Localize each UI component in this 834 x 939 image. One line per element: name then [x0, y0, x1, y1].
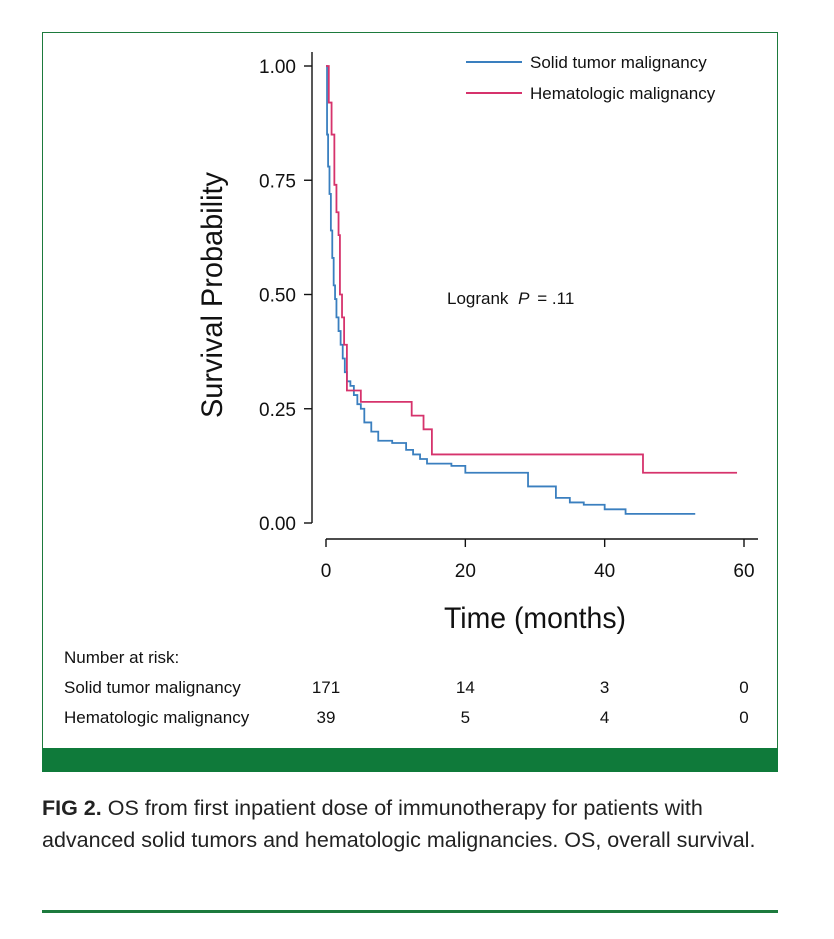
risk-value: 0: [739, 708, 749, 727]
x-tick-label: 20: [455, 561, 476, 582]
risk-value: 4: [599, 708, 610, 727]
x-tick-label: 0: [321, 561, 332, 582]
x-tick-label: 60: [733, 561, 754, 582]
legend-label: Solid tumor malignancy: [530, 53, 707, 72]
y-tick-label: 1.00: [259, 57, 296, 78]
y-tick-label: 0.75: [259, 171, 296, 192]
bottom-rule: [42, 910, 778, 913]
x-tick-label: 40: [594, 561, 615, 582]
plot-axes: 0.00 0.25 0.50 0.75 1.00 0 20 40 60: [259, 52, 758, 582]
survival-curves: [326, 65, 738, 515]
logrank-annotation: Logrank P = .11: [447, 289, 574, 308]
y-tick-label: 0.00: [259, 514, 296, 535]
risk-row-label: Solid tumor malignancy: [64, 678, 241, 697]
logrank-value: = .11: [537, 289, 574, 308]
hematologic-curve: [326, 65, 738, 474]
logrank-prefix: Logrank: [447, 289, 509, 308]
figure-label: FIG 2.: [42, 796, 102, 820]
figure-footer-bar: [42, 748, 778, 772]
y-tick-label: 0.50: [259, 286, 296, 307]
risk-table-title: Number at risk:: [64, 648, 180, 667]
legend: Solid tumor malignancy Hematologic malign…: [466, 53, 716, 103]
figure-caption: FIG 2. OS from first inpatient dose of im…: [42, 792, 782, 856]
risk-value: 39: [316, 708, 336, 727]
logrank-p: P: [518, 289, 530, 308]
risk-value: 171: [311, 678, 341, 697]
x-axis-label: Time (months): [444, 602, 626, 635]
risk-value: 14: [455, 678, 475, 697]
risk-value: 5: [460, 708, 471, 727]
caption-text: OS from first inpatient dose of immunoth…: [42, 796, 756, 852]
km-plot: 0.00 0.25 0.50 0.75 1.00 0 20 40 60 Solid tumor …: [196, 52, 758, 635]
y-axis-label: Survival Probability: [196, 172, 229, 418]
y-tick-label: 0.25: [259, 400, 296, 421]
risk-row-label: Hematologic malignancy: [64, 708, 250, 727]
legend-label: Hematologic malignancy: [530, 84, 716, 103]
risk-value: 3: [599, 678, 610, 697]
risk-value: 0: [739, 678, 749, 697]
solid-tumor-curve: [326, 65, 696, 515]
